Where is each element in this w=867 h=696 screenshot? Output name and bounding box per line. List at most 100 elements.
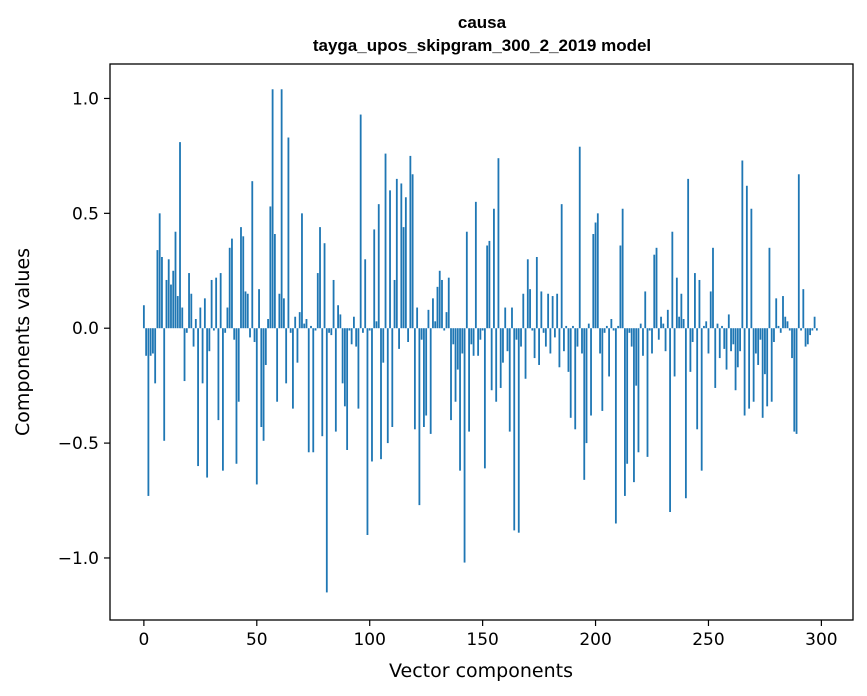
bar: [398, 328, 400, 349]
bar: [350, 328, 353, 345]
bar: [224, 328, 227, 333]
bar: [201, 328, 204, 384]
bar: [682, 319, 685, 329]
bar: [454, 328, 457, 402]
bar: [253, 328, 256, 342]
bar: [490, 328, 493, 391]
bar: [583, 328, 586, 480]
bar: [215, 277, 218, 329]
bar: [716, 323, 719, 329]
bar: [811, 328, 814, 331]
bar: [714, 328, 717, 388]
bar: [470, 328, 473, 345]
bar: [152, 328, 154, 354]
bar: [700, 328, 703, 471]
bar: [669, 328, 671, 513]
bar: [287, 137, 290, 329]
bar: [427, 309, 430, 329]
bar: [646, 328, 649, 457]
bar: [594, 222, 597, 329]
bar: [673, 328, 676, 377]
x-tick-label: 150: [466, 630, 498, 650]
bar: [436, 286, 439, 329]
bar: [793, 328, 796, 432]
bar: [703, 325, 705, 329]
bar: [434, 321, 437, 329]
bar: [761, 328, 764, 418]
bar: [183, 328, 186, 382]
bar: [664, 328, 667, 352]
chart-title: causa: [458, 13, 507, 32]
bar: [341, 328, 344, 384]
bar: [222, 328, 224, 471]
x-tick-label: 300: [805, 630, 837, 650]
bar: [303, 323, 306, 329]
bar: [563, 328, 565, 352]
bar: [517, 328, 520, 533]
bar: [637, 328, 640, 453]
bar: [366, 328, 369, 535]
bar: [445, 312, 448, 329]
bar: [468, 328, 470, 432]
bar: [678, 316, 681, 329]
bar: [617, 325, 620, 329]
bar: [332, 279, 335, 329]
bar: [355, 328, 358, 347]
bar: [316, 273, 319, 329]
bar: [400, 183, 403, 329]
bar: [709, 291, 712, 329]
bar: [456, 328, 459, 370]
bar: [610, 319, 613, 329]
bar: [402, 227, 405, 329]
bar: [619, 245, 622, 329]
bar: [712, 247, 714, 329]
bar: [576, 328, 579, 347]
bar: [777, 325, 780, 329]
bar: [334, 328, 337, 432]
bar: [307, 328, 310, 453]
bar: [655, 247, 658, 329]
x-axis-label: Vector components: [389, 660, 573, 682]
bar: [804, 328, 807, 347]
bar: [666, 309, 669, 329]
bar: [294, 316, 297, 329]
bar: [163, 328, 166, 441]
bar: [432, 298, 434, 329]
bar: [788, 328, 791, 331]
bar: [732, 328, 735, 345]
bar: [633, 328, 635, 483]
bar: [750, 208, 753, 329]
x-axis-ticks: 0 50 100 150 200 250 300: [138, 620, 838, 650]
bar: [556, 293, 559, 329]
bar: [343, 328, 346, 407]
bar: [298, 312, 301, 329]
bar: [705, 321, 708, 329]
bar: [321, 328, 324, 437]
bar: [526, 259, 529, 329]
bar: [768, 247, 771, 329]
bar: [739, 328, 741, 352]
bar: [773, 328, 775, 342]
bar: [368, 328, 371, 331]
bar: [786, 321, 789, 329]
bar: [800, 328, 802, 331]
bar: [404, 197, 407, 329]
y-tick-label: 0.5: [72, 204, 99, 224]
bar: [506, 328, 509, 352]
bar: [443, 328, 446, 331]
bar: [226, 307, 229, 329]
bar: [188, 273, 190, 329]
bar: [269, 206, 272, 329]
bar: [644, 291, 647, 329]
bar: [479, 328, 482, 340]
bar: [608, 328, 610, 377]
bar: [156, 250, 159, 329]
bar: [364, 259, 367, 329]
bar: [181, 307, 184, 329]
bar: [251, 181, 254, 329]
bar: [531, 328, 534, 331]
bar: [696, 328, 699, 430]
x-tick-label: 250: [692, 630, 724, 650]
bar: [377, 204, 380, 329]
